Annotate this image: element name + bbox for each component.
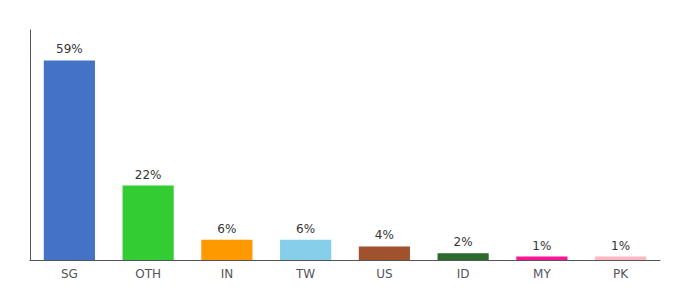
svg-text:PK: PK xyxy=(613,267,629,281)
svg-text:4%: 4% xyxy=(375,228,394,242)
svg-text:2%: 2% xyxy=(454,235,473,249)
svg-text:TW: TW xyxy=(295,267,315,281)
svg-text:59%: 59% xyxy=(56,42,83,56)
svg-text:1%: 1% xyxy=(611,239,630,253)
svg-text:1%: 1% xyxy=(532,239,551,253)
svg-text:US: US xyxy=(376,267,392,281)
svg-text:6%: 6% xyxy=(217,222,236,236)
svg-text:IN: IN xyxy=(221,267,234,281)
svg-text:ID: ID xyxy=(457,267,470,281)
svg-text:OTH: OTH xyxy=(135,267,161,281)
svg-text:6%: 6% xyxy=(296,222,315,236)
svg-text:MY: MY xyxy=(533,267,551,281)
svg-text:SG: SG xyxy=(61,267,78,281)
svg-text:22%: 22% xyxy=(135,168,162,182)
